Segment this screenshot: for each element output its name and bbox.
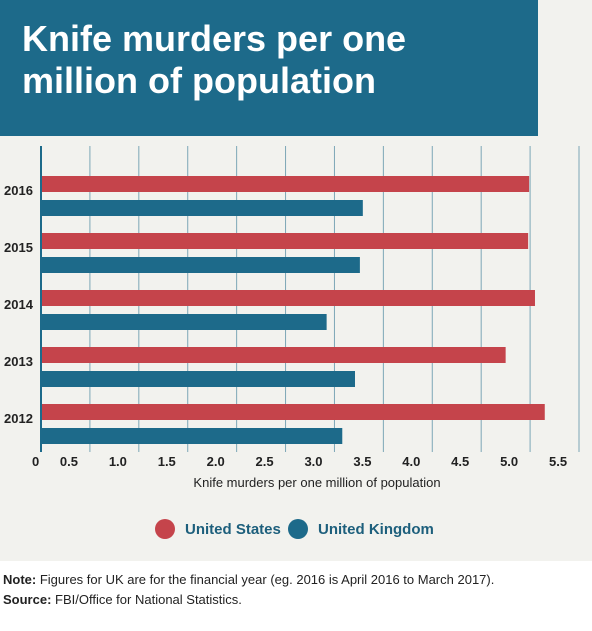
bar-uk: [42, 314, 327, 330]
bar-us: [42, 290, 535, 306]
category-label: 2012: [4, 411, 33, 426]
bar-chart: 2016 2015 2014 2013 2012 0 0.5 1.0 1.5 2.0 2.5 3.0 3…: [4, 146, 580, 490]
legend-marker-uk: [288, 519, 308, 539]
legend-label-uk: United Kingdom: [318, 520, 434, 538]
bar-us: [42, 233, 529, 249]
source-text: FBI/Office for National Statistics.: [51, 592, 242, 607]
legend-marker-us: [155, 519, 175, 539]
note-label: Note:: [3, 572, 37, 587]
x-tick-label: 0: [32, 454, 39, 469]
note-text: Figures for UK are for the financial yea…: [36, 572, 495, 587]
title-banner: Knife murders per one million of populat…: [0, 0, 538, 136]
x-tick-label: 2.0: [207, 454, 225, 469]
x-tick-label: 3.0: [304, 454, 322, 469]
category-label: 2016: [4, 183, 33, 198]
x-tick-label: 1.5: [158, 454, 176, 469]
x-tick-label: 3.5: [353, 454, 371, 469]
source-line: Source: FBI/Office for National Statisti…: [3, 590, 589, 610]
bar-us: [42, 404, 545, 420]
x-tick-label: 0.5: [60, 454, 78, 469]
x-tick-label: 1.0: [109, 454, 127, 469]
category-label: 2014: [4, 297, 34, 312]
chart-legend: United States United Kingdom: [0, 514, 592, 544]
chart-notes: Note: Figures for UK are for the financi…: [3, 570, 589, 610]
bar-uk: [42, 428, 343, 444]
bar-uk: [42, 257, 360, 273]
category-label: 2015: [4, 240, 33, 255]
bar-uk: [42, 371, 355, 387]
bar-us: [42, 347, 506, 363]
chart-title: Knife murders per one million of populat…: [22, 18, 407, 101]
legend-item-uk: United Kingdom: [288, 514, 434, 544]
note-line: Note: Figures for UK are for the financi…: [3, 570, 589, 590]
source-label: Source:: [3, 592, 52, 607]
x-axis-label: Knife murders per one million of populat…: [193, 475, 440, 490]
category-label: 2013: [4, 354, 33, 369]
bar-us: [42, 176, 530, 192]
x-tick-label: 2.5: [256, 454, 274, 469]
legend-label-us: United States: [185, 520, 281, 538]
x-tick-label: 5.5: [549, 454, 567, 469]
x-tick-label: 4.0: [402, 454, 420, 469]
x-tick-label: 4.5: [451, 454, 469, 469]
legend-item-us: United States: [155, 514, 281, 544]
x-tick-label: 5.0: [500, 454, 518, 469]
bar-uk: [42, 200, 363, 216]
